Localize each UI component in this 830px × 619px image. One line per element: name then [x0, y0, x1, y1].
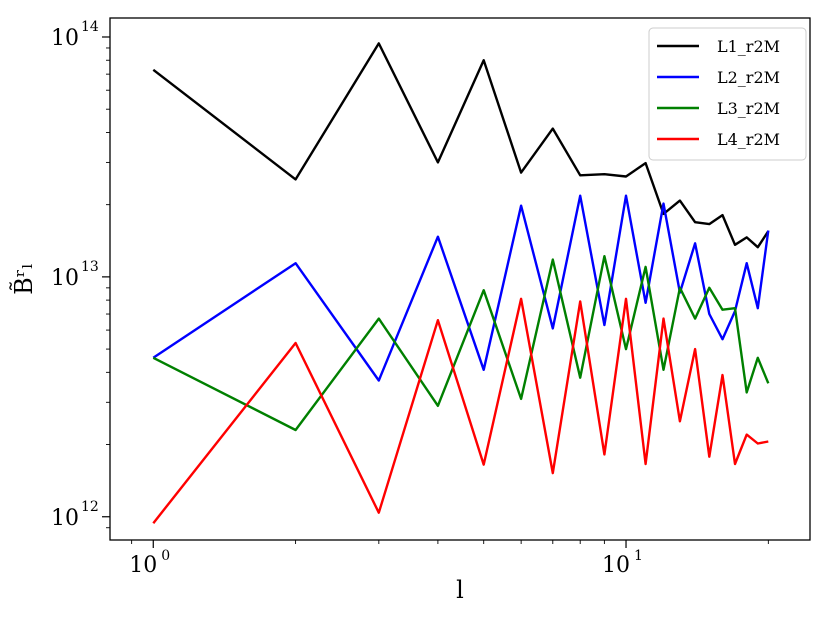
- x-tick-label: 10: [602, 553, 630, 578]
- y-tick-exponent: 13: [81, 259, 99, 275]
- plot-frame: [109, 17, 811, 541]
- legend-label-L1_r2M: L1_r2M: [717, 37, 780, 56]
- series-line-L4_r2M: [152, 297, 769, 524]
- y-axis-label: B̃ʳₗ: [10, 263, 38, 295]
- series-line-L2_r2M: [152, 194, 770, 382]
- legend-label-L3_r2M: L3_r2M: [717, 99, 780, 118]
- x-tick-label: 10: [129, 553, 157, 578]
- x-tick-exponent: 0: [161, 548, 170, 564]
- legend-box: [648, 27, 807, 161]
- y-tick-label: 10: [51, 506, 79, 531]
- y-tick-exponent: 12: [81, 499, 99, 515]
- y-tick-label: 10: [51, 266, 79, 291]
- series-line-L1_r2M: [152, 42, 770, 249]
- legend: L1_r2M L2_r2M L3_r2M L4_r2M: [648, 27, 807, 161]
- x-axis-label: l: [456, 576, 464, 604]
- y-axis-label-text: B̃ʳₗ: [10, 263, 38, 295]
- series-lines: [152, 42, 770, 524]
- legend-label-L2_r2M: L2_r2M: [717, 68, 780, 87]
- x-tick-exponent: 1: [634, 548, 643, 564]
- minor-ticks: [106, 47, 769, 544]
- legend-label-L4_r2M: L4_r2M: [717, 130, 780, 149]
- major-ticks: [102, 36, 627, 548]
- series-line-L3_r2M: [152, 255, 770, 432]
- y-tick-exponent: 14: [81, 19, 99, 35]
- y-tick-label: 10: [51, 26, 79, 51]
